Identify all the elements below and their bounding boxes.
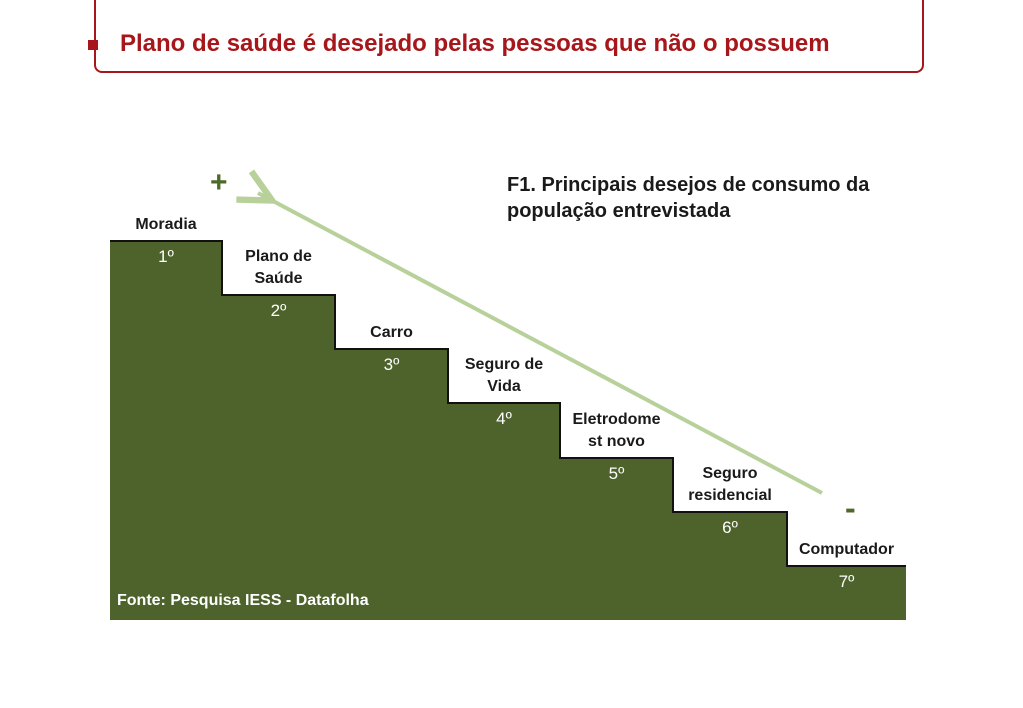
- step-label-7: Computador: [782, 539, 912, 561]
- step-label-3-line-1: Carro: [370, 324, 413, 341]
- header-frame: [94, 0, 924, 73]
- step-rank-1: 1º: [158, 247, 174, 266]
- step-label-4-line-1: Seguro de: [464, 356, 544, 373]
- plus-icon: +: [210, 166, 228, 199]
- staircase-edge: [110, 240, 906, 567]
- figure-title-line-1: F1. Principais desejos de consumo da: [507, 174, 870, 196]
- step-label-1-line-1: Moradia: [135, 216, 197, 233]
- page-title: Plano de saúde é desejado pelas pessoas …: [120, 30, 830, 57]
- step-label-2-line-2: Saúde: [254, 270, 303, 287]
- step-rank-7: 7º: [838, 572, 855, 591]
- step-label-3: Carro: [327, 322, 457, 344]
- step-label-1: Moradia: [101, 214, 231, 236]
- step-label-5: Eletrodome st novo: [552, 409, 682, 453]
- step-label-2: Plano de Saúde: [214, 246, 344, 290]
- bullet-icon: [88, 40, 98, 50]
- step-label-5-line-1: Eletrodome: [572, 411, 661, 428]
- step-label-5-line-2: st novo: [588, 433, 645, 450]
- step-label-6: Seguro residencial: [665, 463, 795, 507]
- source-note: Fonte: Pesquisa IESS - Datafolha: [117, 592, 369, 609]
- step-label-2-line-1: Plano de: [245, 248, 312, 265]
- step-label-6-line-1: Seguro: [702, 465, 758, 482]
- trend-arrow: [258, 193, 823, 495]
- step-rank-4: 4º: [496, 409, 512, 428]
- step-rank-5: 5º: [608, 464, 625, 483]
- minus-icon: -: [845, 490, 856, 526]
- figure-title-line-2: população entrevistada: [507, 200, 731, 222]
- step-label-6-line-2: residencial: [688, 487, 772, 504]
- step-rank-2: 2º: [270, 301, 287, 320]
- staircase-figure: F1. Principais desejos de consumo da pop…: [110, 160, 906, 620]
- figure-title: F1. Principais desejos de consumo da pop…: [507, 172, 905, 224]
- staircase-graphic: [110, 160, 906, 620]
- step-rank-3: 3º: [383, 355, 400, 374]
- step-label-4: Seguro de Vida: [439, 354, 569, 398]
- staircase-shape: [110, 241, 906, 620]
- step-rank-6: 6º: [722, 518, 738, 537]
- step-label-4-line-2: Vida: [487, 378, 521, 395]
- step-label-7-line-1: Computador: [798, 541, 895, 558]
